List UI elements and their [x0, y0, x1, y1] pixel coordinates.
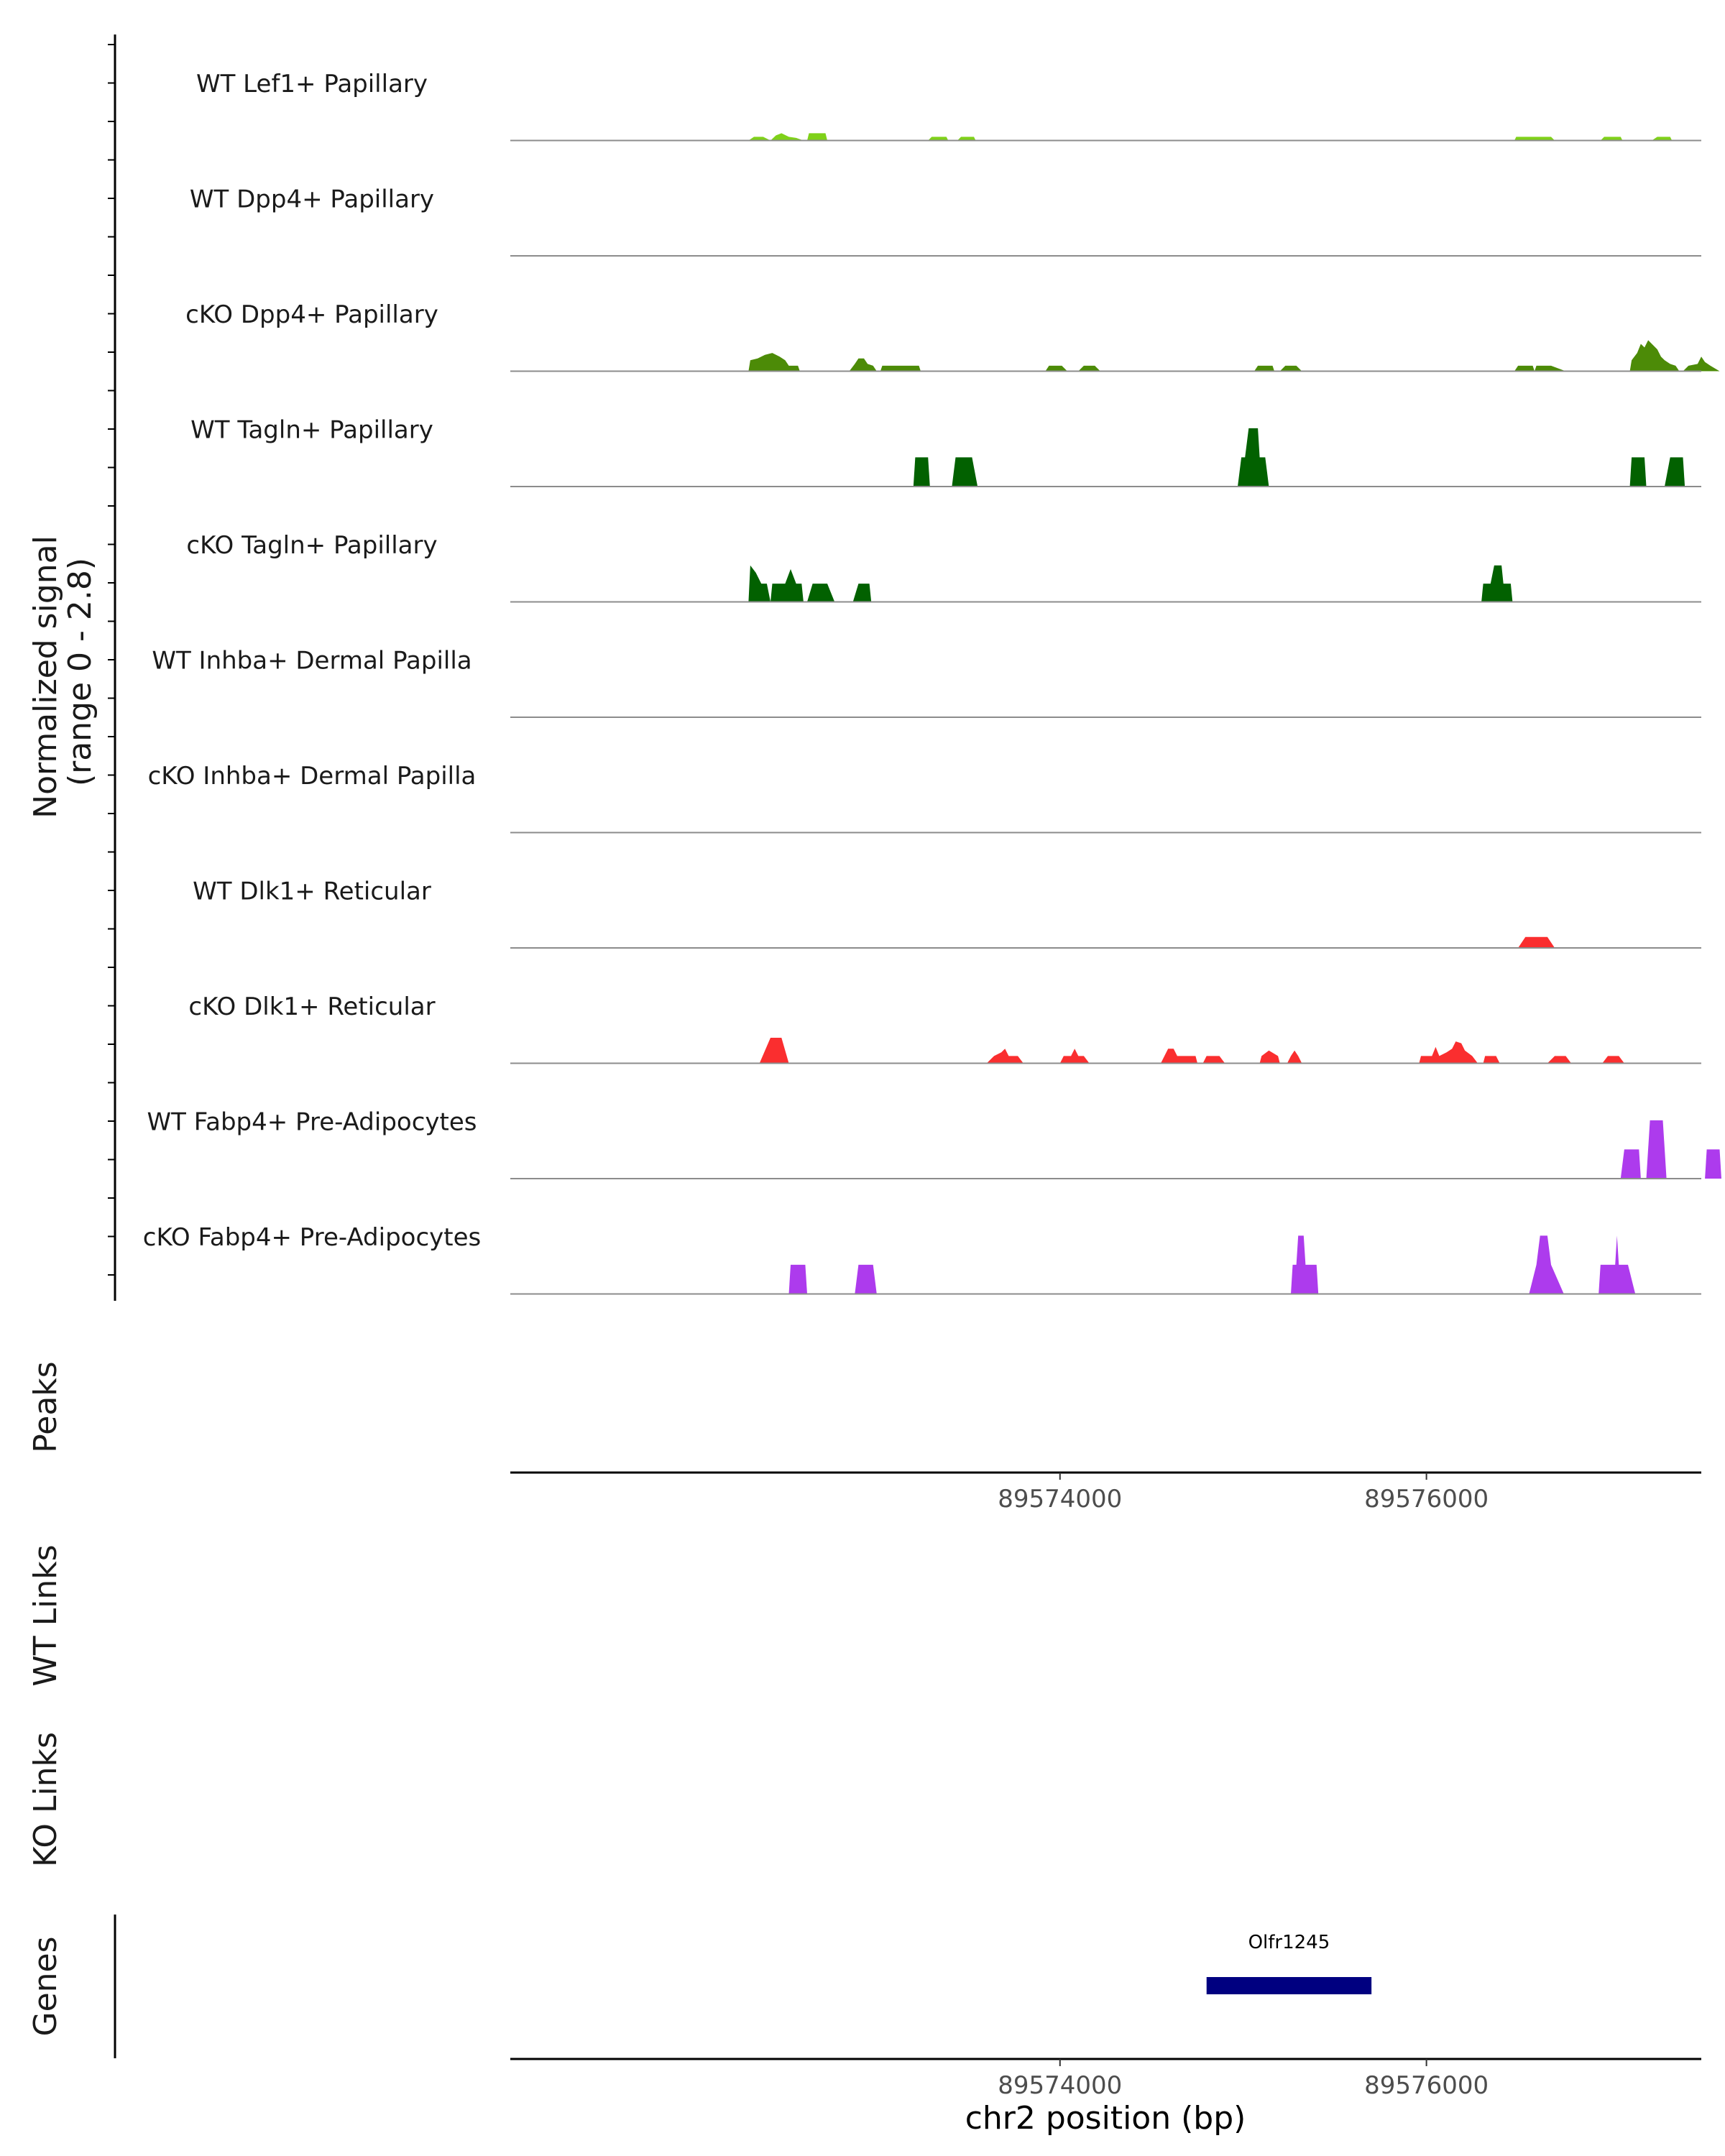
signal-peak — [1629, 340, 1680, 372]
signal-peak — [1078, 365, 1100, 372]
gene-olfr1245: Olfr1245 — [1206, 1932, 1372, 1994]
x-tick-label: 89574000 — [998, 1485, 1122, 1514]
signal-peak — [1518, 936, 1555, 948]
gene-annotations: Olfr1245 — [1206, 1932, 1372, 1994]
signal-peak — [1419, 1041, 1478, 1064]
signal-peak — [770, 133, 804, 141]
track-label: WT Inhba+ Dermal Papilla — [152, 647, 472, 676]
signal-y-axis-title: Normalized signal (range 0 - 2.8) — [27, 525, 98, 819]
signal-peak — [928, 137, 949, 141]
track-10: WT Fabp4+ Pre-Adipocytes — [147, 1108, 1721, 1179]
signal-peak — [1483, 1056, 1500, 1064]
signal-peak — [1547, 1056, 1571, 1064]
peaks-x-axis-ticks: 895740008957600089578000 — [998, 1473, 1489, 1514]
signal-peak — [770, 568, 804, 602]
track-7: cKO Inhba+ Dermal Papilla — [148, 762, 1701, 834]
ko-links-label: KO Links — [27, 1732, 64, 1867]
signal-peak — [1705, 1149, 1721, 1179]
track-11: cKO Fabp4+ Pre-Adipocytes — [143, 1223, 1701, 1295]
signal-peak — [1600, 137, 1623, 141]
signal-peak — [1045, 365, 1067, 372]
signal-peak — [807, 584, 835, 602]
signal-peak — [788, 1264, 807, 1294]
signal-peak — [880, 365, 921, 372]
signal-peak — [748, 565, 770, 602]
signal-peak — [1481, 565, 1513, 602]
track-label: WT Dpp4+ Papillary — [190, 185, 434, 214]
signal-peak — [913, 457, 930, 487]
track-8: WT Dlk1+ Reticular — [193, 877, 1701, 949]
signal-peak — [1646, 1120, 1667, 1179]
wt-links-label: WT Links — [27, 1544, 64, 1686]
x-axis-title: chr2 position (bp) — [965, 2100, 1246, 2137]
signal-peak — [1059, 1049, 1090, 1064]
track-label: cKO Dpp4+ Papillary — [185, 300, 438, 329]
signal-tracks: WT Lef1+ Papillary WT Dpp4+ Papillary cKO … — [143, 70, 1721, 1295]
signal-peak — [1683, 356, 1720, 372]
signal-peak — [1514, 365, 1535, 372]
track-label: WT Fabp4+ Pre-Adipocytes — [147, 1108, 477, 1137]
signal-peak — [748, 353, 800, 372]
signal-peak — [1254, 365, 1274, 372]
signal-peak — [1259, 1050, 1280, 1064]
x-tick-label: 89574000 — [998, 2071, 1122, 2100]
signal-peak — [952, 457, 978, 487]
signal-y-axis-ticks — [108, 44, 115, 1276]
signal-peak — [748, 137, 770, 141]
signal-peak — [855, 1264, 877, 1294]
signal-peak — [1529, 1235, 1564, 1294]
signal-peak — [849, 358, 877, 372]
gene-body — [1206, 1977, 1372, 1994]
signal-peak — [1620, 1149, 1641, 1179]
signal-peak — [986, 1049, 1024, 1064]
track-1: WT Lef1+ Papillary — [196, 70, 1701, 142]
signal-peak — [852, 584, 872, 602]
signal-peak — [1598, 1235, 1636, 1294]
track-9: cKO Dlk1+ Reticular — [188, 992, 1701, 1064]
signal-y-axis-title-line1: Normalized signal — [27, 535, 64, 819]
genes-label: Genes — [27, 1936, 64, 2036]
signal-peak — [1535, 365, 1566, 372]
signal-peak — [759, 1038, 789, 1064]
track-2: WT Dpp4+ Papillary — [190, 185, 1701, 257]
signal-peak — [1652, 137, 1673, 141]
signal-peak — [807, 133, 827, 141]
signal-peak — [1161, 1049, 1197, 1064]
track-3: cKO Dpp4+ Papillary — [185, 300, 1720, 372]
signal-peak — [1279, 365, 1302, 372]
signal-peak — [1287, 1050, 1302, 1064]
signal-peak — [957, 137, 976, 141]
track-label: WT Lef1+ Papillary — [196, 70, 428, 98]
track-label: cKO Dlk1+ Reticular — [188, 992, 435, 1021]
track-label: cKO Fabp4+ Pre-Adipocytes — [143, 1223, 482, 1252]
signal-peak — [1291, 1235, 1319, 1294]
peaks-label: Peaks — [27, 1361, 64, 1452]
signal-y-axis-title-line2: (range 0 - 2.8) — [62, 558, 98, 786]
genes-x-axis-ticks: 895740008957600089578000 — [998, 2059, 1489, 2100]
signal-peak — [1238, 428, 1269, 487]
track-6: WT Inhba+ Dermal Papilla — [152, 647, 1701, 718]
track-5: cKO Tagln+ Papillary — [186, 531, 1701, 603]
signal-peak — [1629, 457, 1647, 487]
track-label: WT Tagln+ Papillary — [190, 416, 433, 445]
signal-peak — [1665, 457, 1685, 487]
signal-peak — [1202, 1056, 1225, 1064]
signal-peak — [1602, 1056, 1624, 1064]
track-label: cKO Inhba+ Dermal Papilla — [148, 762, 477, 791]
x-tick-label: 89576000 — [1364, 2071, 1489, 2100]
gene-label: Olfr1245 — [1248, 1932, 1330, 1953]
signal-peak — [1514, 137, 1555, 141]
x-tick-label: 89576000 — [1364, 1485, 1489, 1514]
track-4: WT Tagln+ Papillary — [190, 416, 1701, 487]
track-label: WT Dlk1+ Reticular — [193, 877, 431, 906]
track-label: cKO Tagln+ Papillary — [186, 531, 437, 560]
